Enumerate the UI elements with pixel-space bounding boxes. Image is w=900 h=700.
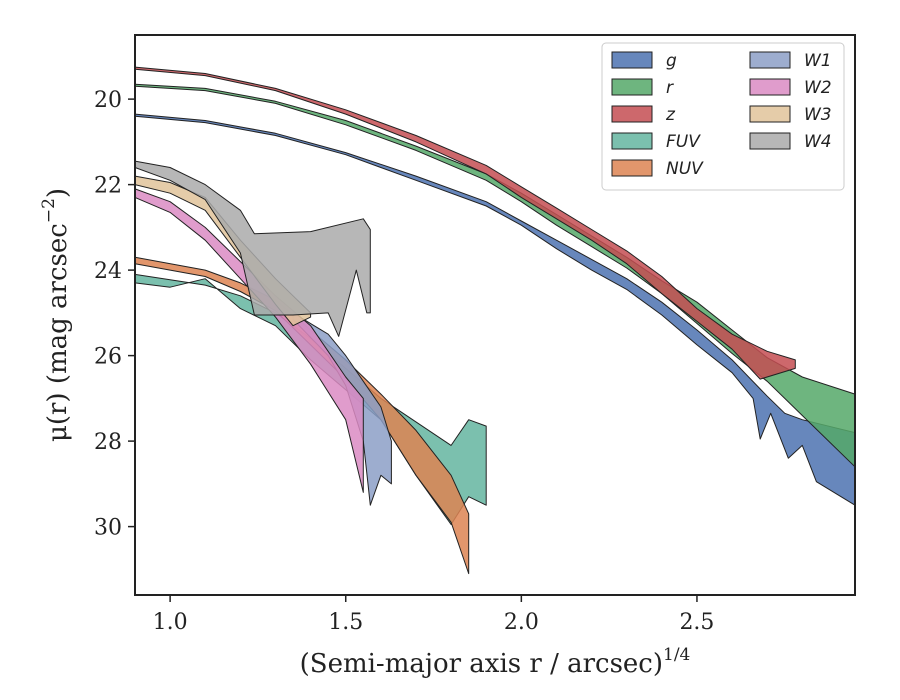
y-axis-ticks: 20 22 24 26 28 30 bbox=[94, 88, 135, 541]
y-tick-label: 28 bbox=[94, 430, 122, 455]
y-axis-label: μ(r) (mag arcsec−2) bbox=[39, 188, 73, 442]
legend-label-w1: W1 bbox=[804, 51, 832, 71]
legend-items: grz FUV NUV W1 W2 W3 W4 bbox=[611, 51, 832, 179]
x-tick-label: 2.5 bbox=[679, 610, 714, 635]
x-axis-label: (Semi-major axis r / arcsec)1/4 bbox=[300, 645, 691, 679]
plot-frame bbox=[134, 34, 856, 596]
legend-swatch-w4 bbox=[749, 132, 791, 150]
legend-label-fuv: FUV bbox=[666, 132, 701, 152]
legend: grz FUV NUV W1 W2 W3 W4 bbox=[601, 42, 845, 191]
legend-swatch-nuv bbox=[611, 159, 653, 177]
legend-swatch-fuv bbox=[611, 132, 653, 150]
band-g bbox=[134, 113, 856, 506]
legend-label-r: r bbox=[666, 78, 674, 98]
band-z bbox=[134, 66, 796, 380]
y-tick-label: 26 bbox=[94, 345, 122, 370]
series-bands bbox=[134, 66, 856, 575]
legend-label-w3: W3 bbox=[804, 105, 832, 125]
x-tick-label: 2.0 bbox=[504, 610, 539, 635]
legend-swatch-r bbox=[611, 78, 653, 96]
legend-label-z: z bbox=[665, 105, 676, 125]
legend-swatch-z bbox=[611, 105, 653, 123]
legend-swatch-w3 bbox=[749, 105, 791, 123]
y-tick-label: 20 bbox=[94, 88, 122, 113]
band-w4 bbox=[134, 160, 371, 337]
legend-label-w4: W4 bbox=[804, 132, 832, 152]
y-tick-label: 24 bbox=[94, 259, 122, 284]
legend-swatch-g bbox=[611, 51, 653, 69]
legend-label-nuv: NUV bbox=[666, 159, 704, 179]
legend-label-g: g bbox=[666, 51, 677, 71]
x-axis-ticks: 1.0 1.5 2.0 2.5 bbox=[153, 595, 714, 635]
legend-swatch-w2 bbox=[749, 78, 791, 96]
band-w2 bbox=[134, 188, 364, 493]
x-tick-label: 1.0 bbox=[153, 610, 188, 635]
y-tick-label: 30 bbox=[94, 516, 122, 541]
y-tick-label: 22 bbox=[94, 174, 122, 199]
legend-label-w2: W2 bbox=[804, 78, 832, 98]
legend-swatch-w1 bbox=[749, 51, 791, 69]
x-tick-label: 1.5 bbox=[328, 610, 363, 635]
